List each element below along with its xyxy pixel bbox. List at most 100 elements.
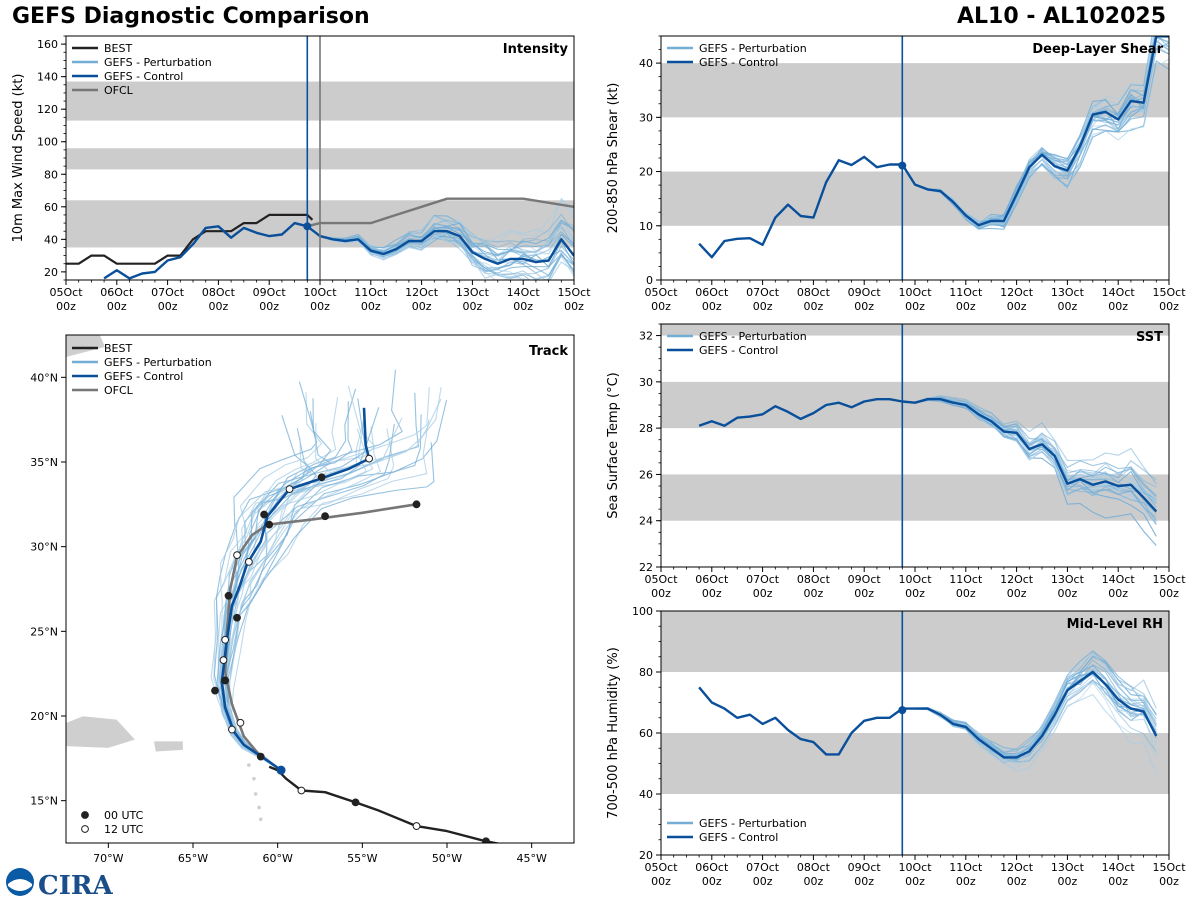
series-control	[698, 36, 1169, 259]
xtick-sublabel: 00z	[564, 300, 584, 313]
hispaniola-land	[66, 715, 136, 749]
xtick-sublabel: 00z	[1108, 587, 1128, 600]
ytick-label: 60	[44, 201, 58, 214]
perturbation-track	[217, 422, 334, 771]
ytick-label: 100	[632, 605, 653, 618]
ytick-label: 80	[44, 168, 58, 181]
band-0	[661, 171, 1169, 226]
lesser-antilles-land	[247, 763, 251, 767]
xtick-sublabel: 00z	[463, 300, 483, 313]
plot-area-shear	[661, 36, 1169, 259]
xtick-label: 08Oct	[797, 286, 831, 299]
lesser-antilles-land	[257, 805, 261, 810]
perturbation-track	[221, 442, 435, 771]
chart-intensity: 2040608010012014016005Oct00z06Oct00z07Oc…	[11, 35, 591, 313]
xtick-sublabel: 00z	[753, 587, 773, 600]
best-track	[268, 765, 502, 843]
perturbation-member	[306, 215, 574, 251]
ylabel: Sea Surface Temp (°C)	[606, 372, 621, 519]
ofcl-position-marker	[265, 520, 274, 529]
lesser-antilles-land	[253, 792, 258, 796]
plot-area-sst	[661, 324, 1169, 546]
xtick-label: 07Oct	[746, 286, 780, 299]
xtick-sublabel: 00z	[854, 587, 874, 600]
xtick-sublabel: 00z	[1159, 875, 1179, 888]
xtick-label: 05Oct	[644, 286, 678, 299]
xtick-sublabel: 00z	[1058, 587, 1078, 600]
xtick-label: 11Oct	[949, 573, 983, 586]
xtick-sublabel: 00z	[804, 300, 824, 313]
band-2	[661, 324, 1169, 336]
chart-shear: 01020304005Oct00z06Oct00z07Oct00z08Oct00…	[606, 35, 1186, 313]
ytick-label: 80	[639, 666, 653, 679]
xtick-label: 09Oct	[848, 573, 882, 586]
lat-tick-label: 20°N	[30, 710, 58, 723]
lon-tick-label: 60°W	[262, 852, 292, 865]
legend-label: GEFS - Perturbation	[699, 817, 807, 830]
legend-label: GEFS - Control	[699, 56, 778, 69]
current-position-marker	[276, 765, 286, 775]
legend-label: BEST	[104, 42, 132, 55]
xtick-sublabel: 00z	[1159, 300, 1179, 313]
series-best	[66, 213, 314, 265]
xtick-label: 14Oct	[1102, 861, 1136, 874]
legend-label: GEFS - Control	[104, 70, 183, 83]
xtick-sublabel: 00z	[702, 875, 722, 888]
xtick-label: 05Oct	[49, 286, 83, 299]
perturbation-member	[306, 222, 574, 266]
puerto-rico-land	[154, 741, 183, 752]
chart-title: Intensity	[503, 42, 569, 57]
lesser-antilles-land	[252, 776, 256, 781]
perturbation-track	[225, 392, 420, 771]
xtick-sublabel: 00z	[905, 875, 925, 888]
legend-label: GEFS - Control	[699, 344, 778, 357]
xtick-label: 10Oct	[898, 286, 932, 299]
xtick-label: 15Oct	[1152, 861, 1186, 874]
xtick-sublabel: 00z	[209, 300, 229, 313]
xtick-label: 11Oct	[949, 861, 983, 874]
xtick-label: 06Oct	[100, 286, 134, 299]
band-1	[661, 611, 1169, 672]
xtick-sublabel: 00z	[702, 587, 722, 600]
legend-label: GEFS - Control	[699, 831, 778, 844]
lat-tick-label: 40°N	[30, 371, 58, 384]
xtick-sublabel: 00z	[956, 587, 976, 600]
control-position-marker	[285, 485, 294, 493]
lon-tick-label: 65°W	[178, 852, 208, 865]
xtick-label: 12Oct	[405, 286, 439, 299]
map-area	[66, 335, 502, 843]
xtick-label: 11Oct	[949, 286, 983, 299]
xtick-label: 08Oct	[797, 573, 831, 586]
best-position-marker	[412, 822, 421, 830]
xtick-label: 05Oct	[644, 573, 678, 586]
new-england-land	[66, 335, 105, 358]
chart-title: SST	[1136, 330, 1163, 345]
xtick-sublabel: 00z	[854, 300, 874, 313]
xtick-sublabel: 00z	[1159, 587, 1179, 600]
xtick-label: 08Oct	[797, 861, 831, 874]
ytick-label: 20	[639, 849, 653, 862]
xtick-label: 09Oct	[253, 286, 287, 299]
ylabel: 10m Max Wind Speed (kt)	[11, 74, 26, 243]
ytick-label: 40	[639, 788, 653, 801]
lon-tick-label: 55°W	[347, 852, 377, 865]
xtick-label: 13Oct	[1051, 286, 1085, 299]
ofcl-position-marker	[256, 752, 265, 761]
control-position-marker	[228, 725, 236, 734]
ytick-label: 100	[37, 136, 58, 149]
chart-track: 70°W 65°W 60°W 55°W 50°W 45°W 15°N 20°N 25°N 30°N…	[30, 334, 575, 865]
xtick-sublabel: 00z	[1007, 300, 1027, 313]
xtick-sublabel: 00z	[412, 300, 432, 313]
xtick-label: 11Oct	[354, 286, 388, 299]
lon-tick-label: 45°W	[516, 852, 546, 865]
chart-title: Track	[529, 344, 568, 359]
xtick-sublabel: 00z	[804, 875, 824, 888]
perturbation-member	[306, 197, 574, 249]
xtick-sublabel: 00z	[956, 300, 976, 313]
series-ofcl	[307, 197, 574, 228]
cira-logo-text: CIRA	[38, 871, 113, 900]
legend-label: GEFS - Control	[104, 370, 183, 383]
xtick-label: 15Oct	[1152, 573, 1186, 586]
xtick-sublabel: 00z	[1108, 875, 1128, 888]
xtick-sublabel: 00z	[1007, 875, 1027, 888]
